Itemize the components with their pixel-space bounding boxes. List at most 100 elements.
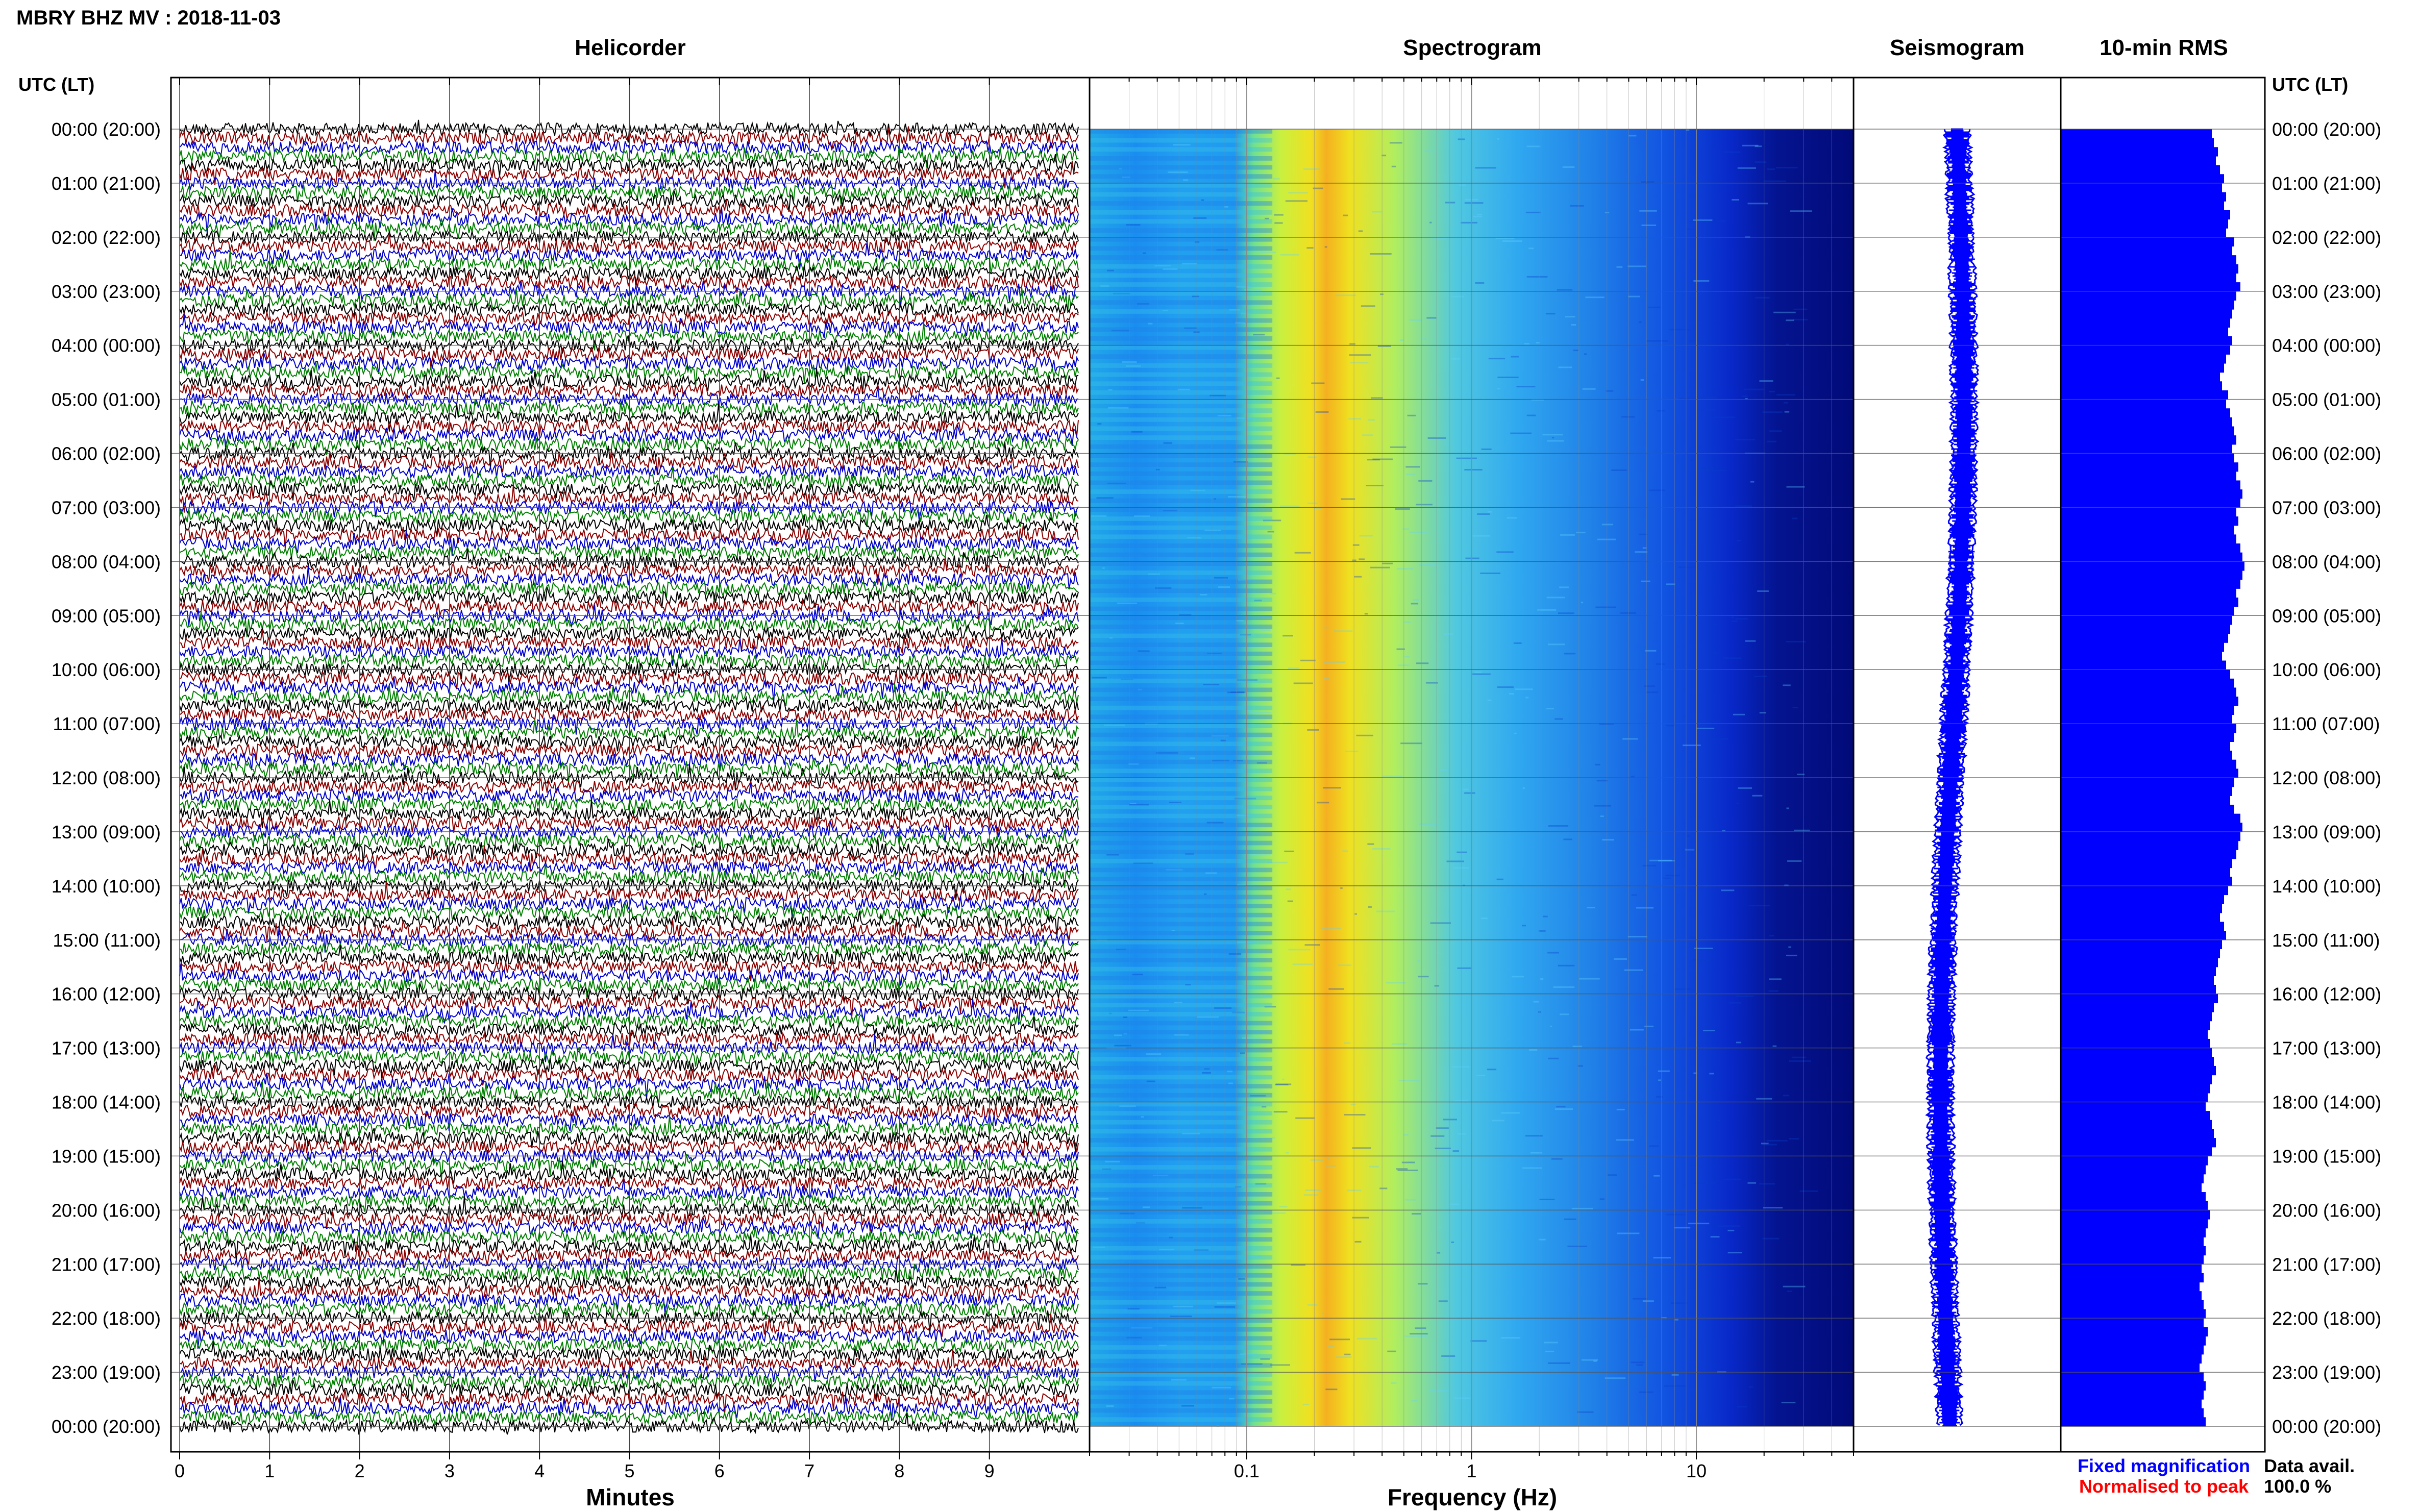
spectrogram-texture — [1261, 458, 1269, 460]
spectrogram-row-band — [1090, 219, 1273, 224]
spectrogram-texture — [1328, 988, 1344, 990]
spectrogram-row-band — [1090, 714, 1273, 720]
spectrogram-texture — [1693, 1072, 1697, 1074]
spectrogram-texture — [1475, 282, 1485, 284]
spectrogram-texture — [1404, 656, 1410, 658]
spectrogram-texture — [1244, 289, 1262, 291]
spectrogram-row-band — [1090, 1147, 1273, 1152]
rms-bar — [2061, 1147, 2212, 1157]
spectrogram-row-band — [1090, 1093, 1273, 1098]
spectrogram-texture — [1764, 180, 1786, 182]
spectrogram-row-band — [1090, 1102, 1273, 1107]
helicorder-trace — [179, 335, 1079, 355]
helicorder-trace — [179, 821, 1079, 842]
spectrogram-texture — [1263, 1212, 1286, 1214]
spectrogram-texture — [1403, 1134, 1409, 1136]
spectrogram-texture — [1457, 967, 1472, 969]
spectrogram-texture — [1321, 1312, 1324, 1315]
spectrogram-texture — [1344, 1114, 1366, 1116]
spectrogram-texture — [1400, 339, 1404, 341]
time-label-left: 18:00 (14:00) — [52, 1092, 161, 1113]
spectrogram-texture — [1769, 430, 1782, 432]
spectrogram-texture — [1152, 1175, 1169, 1177]
rms-bar — [2061, 1345, 2204, 1355]
spectrogram-texture — [1480, 918, 1488, 920]
legend-normalised-to-peak: Normalised to peak — [2079, 1476, 2249, 1497]
spectrogram-texture — [1729, 1002, 1741, 1004]
spectrogram-texture — [1413, 599, 1419, 601]
spectrogram-texture — [1184, 327, 1197, 329]
helicorder-trace — [179, 1047, 1079, 1067]
spectrogram-texture — [1155, 752, 1178, 754]
spectrogram-texture — [1303, 168, 1320, 170]
spectrogram-texture — [1766, 1139, 1788, 1142]
spectrogram-texture — [1530, 1152, 1542, 1154]
time-label-right: 20:00 (16:00) — [2272, 1200, 2381, 1221]
spectrogram-texture — [1376, 910, 1395, 912]
helicorder-trace — [179, 208, 1079, 234]
time-label-left: 23:00 (19:00) — [52, 1362, 161, 1383]
spectrogram-row-band — [1090, 1210, 1273, 1215]
spectrogram-texture — [1492, 1120, 1504, 1122]
time-label-left: 13:00 (09:00) — [52, 822, 161, 842]
spectrogram-row-band — [1090, 480, 1273, 485]
spectrogram-texture — [1285, 200, 1307, 202]
spectrogram-texture — [1267, 531, 1274, 533]
helicorder-trace — [179, 1098, 1079, 1120]
helicorder-trace — [179, 920, 1079, 944]
spectrogram-texture — [1501, 1112, 1520, 1114]
spectrogram-row-band — [1090, 705, 1273, 710]
helicorder-trace — [179, 242, 1079, 270]
rms-bar — [2061, 543, 2240, 553]
rms-bar — [2061, 462, 2238, 472]
spectrogram-texture — [1284, 850, 1294, 852]
time-label-left: 04:00 (00:00) — [52, 335, 161, 356]
spectrogram-texture — [1797, 774, 1805, 776]
spectrogram-texture — [1731, 616, 1734, 618]
spectrogram-texture — [1567, 1246, 1588, 1247]
spectrogram-texture — [1169, 802, 1181, 803]
spectrogram-texture — [1516, 386, 1536, 388]
spectrogram-texture — [1674, 1319, 1679, 1321]
spectrogram-texture — [1396, 568, 1414, 570]
spectrogram-texture — [1750, 481, 1755, 483]
spectrogram-texture — [1275, 1083, 1292, 1085]
spectrogram-texture — [1279, 1206, 1288, 1208]
spectrogram-texture — [1783, 1095, 1790, 1097]
spectrogram-texture — [1522, 787, 1525, 789]
spectrogram-texture — [1463, 788, 1469, 790]
spectrogram-texture — [1639, 210, 1657, 212]
spectrogram-texture — [1642, 547, 1647, 549]
spectrogram-texture — [1141, 1116, 1144, 1118]
spectrogram-texture — [1641, 225, 1657, 226]
rms-bar — [2061, 516, 2238, 526]
helicorder-trace — [179, 1373, 1079, 1394]
spectrogram-texture — [1217, 415, 1231, 417]
spectrogram-row-band — [1090, 949, 1273, 954]
rms-bar — [2061, 751, 2232, 760]
spectrogram-row-band — [1090, 1309, 1273, 1314]
helicorder-trace — [179, 361, 1079, 387]
spectrogram-texture — [1286, 1152, 1289, 1154]
spectrogram-texture — [1138, 688, 1142, 690]
rms-bar — [2061, 858, 2232, 869]
rms-bar — [2061, 1192, 2206, 1202]
spectrogram-row-band — [1090, 966, 1273, 972]
rms-bar — [2061, 1003, 2214, 1012]
spectrogram-texture — [1409, 319, 1423, 321]
helicorder-trace — [179, 542, 1079, 561]
spectrogram-texture — [1429, 221, 1432, 224]
spectrogram-texture — [1687, 835, 1691, 837]
helicorder-trace — [179, 380, 1079, 399]
spectrogram-texture — [1487, 699, 1492, 701]
spectrogram-row-band — [1090, 877, 1273, 881]
time-labels: 00:00 (20:00) 00:00 (20:00) 01:00 (21:00) 0… — [52, 119, 2381, 1437]
spectrogram-texture — [1528, 247, 1534, 250]
spectrogram-texture — [1204, 529, 1221, 531]
spectrogram-row-band — [1090, 1129, 1273, 1134]
spectrogram-texture — [1511, 356, 1519, 358]
spectrogram-texture — [1327, 1345, 1335, 1347]
helicorder-trace — [179, 233, 1079, 258]
spectrogram-texture — [1497, 686, 1514, 688]
